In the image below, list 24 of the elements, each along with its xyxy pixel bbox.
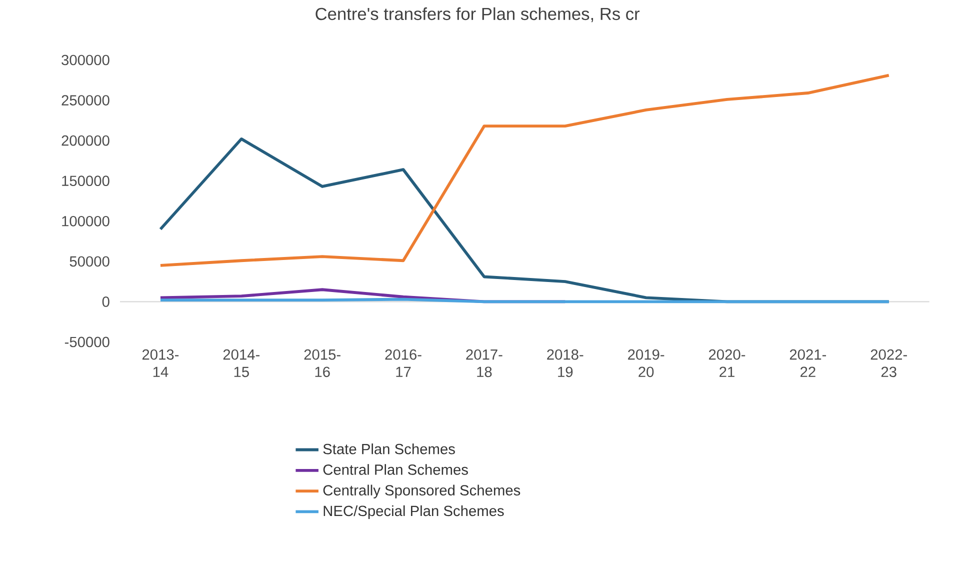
y-tick-label: 150000 [62,176,110,186]
x-tick-label: 2019-20 [628,349,664,378]
x-tick-label: 2016-17 [385,349,422,377]
y-tick-label: 100000 [62,216,110,226]
y-tick-label: -50000 [64,336,110,348]
legend-label: State Plan Schemes [323,443,455,454]
x-tick-label: 2018-19 [547,349,584,378]
y-tick-label: 200000 [62,135,110,146]
x-tick-label: 2022-23 [870,349,907,378]
x-tick-label: 2014-15 [223,349,260,378]
legend-label: Centrally Sponsored Schemes [323,484,520,498]
y-tick-label: 250000 [62,95,110,106]
legend-label: NEC/Special Plan Schemes [324,505,504,520]
x-tick-label: 2015-16 [304,349,340,378]
y-tick-label: 300000 [62,54,110,66]
y-tick-label: 50000 [70,256,110,267]
x-tick-label: 2013-14 [142,349,179,377]
x-tick-label: 2021-22 [790,349,826,377]
chart-title: Centre's transfers for Plan schemes, Rs cr [316,7,640,22]
x-tick-label: 2017-18 [466,349,502,378]
y-tick-label: 0 [102,296,110,307]
legend-label: Central Plan Schemes [323,464,468,475]
x-tick-label: 2020-21 [708,349,746,377]
line-series [159,74,890,267]
